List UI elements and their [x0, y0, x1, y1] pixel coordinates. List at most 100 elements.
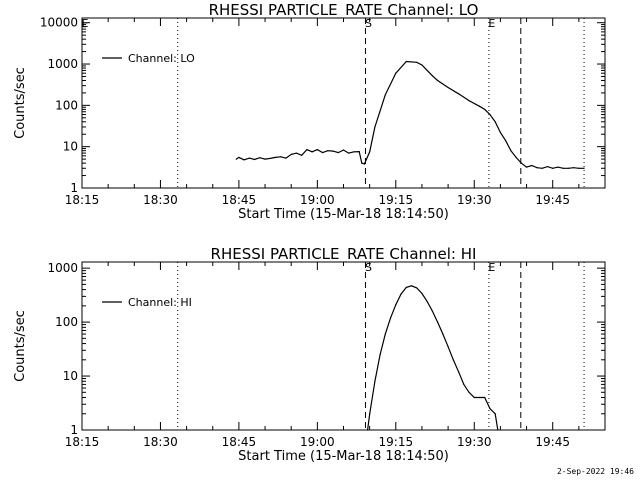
x-tick-label: 18:45: [222, 435, 257, 449]
data-point: [369, 413, 371, 415]
data-point: [437, 321, 439, 323]
data-point: [342, 149, 345, 151]
x-tick-label: 19:45: [535, 435, 570, 449]
data-point: [515, 156, 517, 159]
data-point: [489, 407, 491, 410]
x-tick-label: 19:45: [535, 193, 570, 207]
data-point: [264, 158, 266, 160]
plot-frame: [81, 17, 606, 189]
x-tick-label: 19:30: [457, 435, 492, 449]
x-tick-label: 19:15: [379, 193, 414, 207]
data-point: [431, 75, 434, 77]
plot-frame: [81, 261, 606, 431]
data-point: [374, 380, 376, 382]
data-point: [379, 353, 381, 356]
data-point: [400, 293, 402, 295]
data-point: [489, 113, 491, 116]
event-marker-label: E: [488, 261, 495, 274]
data-point: [253, 158, 256, 161]
data-point: [269, 157, 271, 160]
x-axis-label: Start Time (15-Mar-18 18:14:50): [238, 207, 449, 222]
data-point: [405, 286, 407, 288]
chart-panel-0: RHESSI PARTICLE_RATE Channel: LO 18:15 18:…: [13, 1, 606, 222]
y-tick-label: 1000: [47, 57, 78, 71]
data-point: [457, 371, 460, 373]
data-point: [557, 166, 559, 168]
data-point: [337, 151, 339, 154]
x-tick-label: 18:30: [143, 435, 178, 449]
data-point: [426, 69, 428, 72]
data-point: [484, 396, 486, 399]
data-point: [520, 162, 522, 164]
data-point: [395, 72, 397, 74]
data-point: [426, 300, 428, 303]
data-point: [416, 61, 418, 63]
data-point: [410, 285, 413, 287]
data-point: [552, 167, 554, 169]
x-tick-label: 19:30: [457, 193, 492, 207]
y-axis-label: Counts/sec: [13, 67, 28, 139]
generation-timestamp: 2-Sep-2022 19:46: [556, 467, 634, 476]
data-point: [437, 79, 439, 82]
data-point: [363, 163, 366, 165]
data-point: [405, 60, 407, 63]
data-point: [395, 304, 397, 306]
data-point: [583, 167, 585, 169]
data-point: [259, 157, 261, 159]
data-point: [416, 287, 418, 289]
data-point: [567, 167, 569, 169]
data-point: [484, 108, 486, 110]
chart-panel-1: RHESSI PARTICLE_RATE Channel: HI 18:15 18:…: [13, 245, 606, 464]
data-point: [497, 429, 499, 431]
data-point: [578, 167, 580, 169]
data-point: [463, 383, 465, 386]
x-tick-label: 19:15: [379, 435, 414, 449]
y-axis-label: Counts/sec: [13, 310, 28, 382]
x-axis-label: Start Time (15-Mar-18 18:14:50): [238, 449, 449, 464]
y-tick-label: 1000: [47, 261, 78, 275]
data-point: [384, 333, 386, 335]
data-point: [525, 166, 528, 168]
data-point: [478, 105, 481, 107]
event-marker-label: S: [365, 261, 372, 274]
x-tick-label: 18:15: [65, 193, 100, 207]
chart-title: RHESSI PARTICLE_RATE Channel: LO: [209, 1, 479, 20]
data-point: [274, 156, 277, 159]
data-point: [280, 156, 282, 158]
data-point: [510, 150, 512, 152]
data-point: [421, 292, 423, 295]
x-tick-label: 18:45: [222, 193, 257, 207]
data-point: [468, 391, 470, 393]
data-point: [452, 359, 454, 361]
data-point: [238, 156, 240, 159]
data-point: [384, 94, 386, 96]
data-point: [478, 396, 481, 399]
data-point: [374, 126, 376, 128]
data-point: [301, 154, 303, 156]
x-tick-label: 19:00: [300, 435, 335, 449]
data-point: [531, 164, 533, 167]
data-point: [447, 86, 449, 89]
event-marker-label: E: [82, 17, 89, 30]
y-tick-label: 10000: [40, 16, 78, 30]
data-point: [332, 150, 334, 152]
data-point: [562, 167, 564, 169]
data-point: [321, 151, 324, 154]
data-point: [353, 151, 355, 153]
data-point: [369, 151, 371, 153]
legend-label: Channel: HI: [128, 296, 192, 309]
x-tick-label: 19:00: [300, 193, 335, 207]
data-point: [290, 153, 292, 156]
data-point: [494, 121, 496, 123]
data-point: [457, 93, 460, 95]
y-tick-label: 10: [63, 369, 78, 383]
data-point: [311, 151, 313, 153]
x-tick-label: 18:30: [143, 193, 178, 207]
event-marker-label: E: [488, 17, 495, 30]
data-point: [358, 151, 360, 153]
y-tick-label: 100: [55, 98, 78, 112]
y-tick-label: 10: [63, 140, 78, 154]
event-marker-label: S: [365, 17, 372, 30]
data-point: [361, 162, 363, 164]
series-line: [235, 60, 585, 169]
